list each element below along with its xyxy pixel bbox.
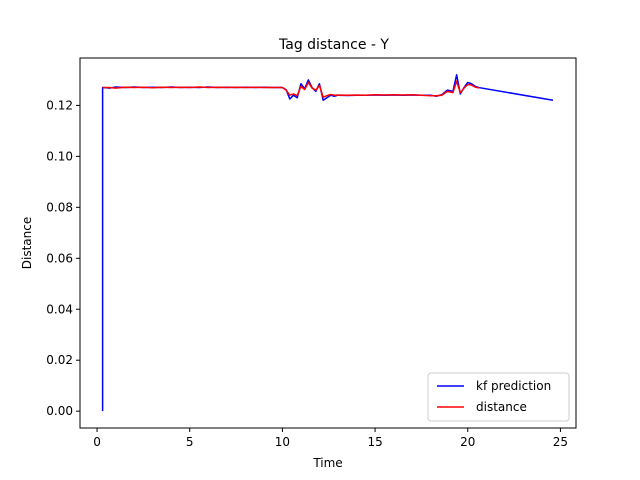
y-tick-label: 0.04 xyxy=(46,302,73,316)
y-axis: 0.00 0.02 0.04 0.06 0.08 0.10 0.12 xyxy=(46,98,80,418)
x-tick-label: 20 xyxy=(460,435,475,449)
y-tick-label: 0.12 xyxy=(46,98,73,112)
x-tick-label: 25 xyxy=(553,435,568,449)
legend-box xyxy=(427,372,570,422)
x-tick-label: 0 xyxy=(93,435,101,449)
x-axis: 0 5 10 15 20 25 xyxy=(93,428,568,449)
plot-frame xyxy=(79,57,577,429)
legend-label-kf-prediction: kf prediction xyxy=(476,379,551,393)
series-layer xyxy=(101,74,554,412)
legend-label-distance: distance xyxy=(476,400,527,414)
x-axis-label: Time xyxy=(312,456,342,470)
x-tick-label: 15 xyxy=(367,435,382,449)
y-axis-label: Distance xyxy=(20,217,34,269)
x-tick-label: 5 xyxy=(186,435,194,449)
y-tick-label: 0.02 xyxy=(46,353,73,367)
y-tick-label: 0.00 xyxy=(46,404,73,418)
chart-title: Tag distance - Y xyxy=(278,37,389,53)
legend: kf prediction distance xyxy=(427,372,570,422)
y-tick-label: 0.08 xyxy=(46,200,73,214)
x-tick-label: 10 xyxy=(275,435,290,449)
y-tick-label: 0.10 xyxy=(46,149,73,163)
series-line-kf-prediction xyxy=(101,74,554,412)
y-tick-label: 0.06 xyxy=(46,251,73,265)
series-line-distance xyxy=(102,80,480,98)
